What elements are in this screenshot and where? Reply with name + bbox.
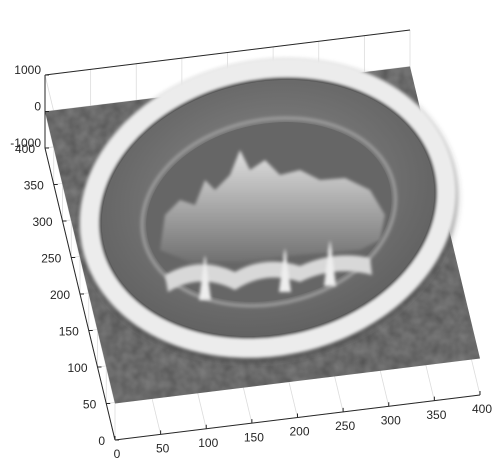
bridge <box>165 255 372 292</box>
y-tick-label: 400 <box>15 142 35 156</box>
x-tick-label: 150 <box>244 430 264 444</box>
x-tick-label: 200 <box>289 425 309 439</box>
coin-rim <box>79 57 457 359</box>
z-tick-label: 0 <box>34 100 41 114</box>
z-tick-label: -1000 <box>10 136 41 150</box>
pillar <box>324 240 336 286</box>
y-tick-label: 50 <box>83 398 97 412</box>
z-tick-label: 1000 <box>14 63 41 77</box>
building <box>160 150 385 262</box>
x-tick-label: 350 <box>426 408 446 422</box>
x-tick-label: 100 <box>198 436 218 450</box>
y-tick-label: 300 <box>32 215 52 229</box>
x-tick-label: 300 <box>381 413 401 427</box>
pillar <box>199 255 211 300</box>
y-tick-label: 250 <box>41 252 61 266</box>
axes-front: 0 50 100 150 200 250 300 350 400 0 50 100 150 200 250 3… <box>10 63 492 461</box>
y-tick-label: 200 <box>50 288 70 302</box>
x-tick-label: 250 <box>335 419 355 433</box>
x-tick-label: 0 <box>114 447 121 461</box>
y-tick-label: 350 <box>24 179 44 193</box>
y-tick-label: 100 <box>67 361 87 375</box>
box-edge <box>44 29 411 76</box>
pillar <box>279 248 291 292</box>
cityscape <box>160 150 385 300</box>
y-tick-label: 0 <box>98 434 105 448</box>
surface <box>45 57 480 404</box>
x-tick-label: 50 <box>156 442 170 456</box>
y-tick-label: 150 <box>59 325 79 339</box>
coin-inner-ring <box>140 116 397 308</box>
x-tick-label: 400 <box>472 402 492 416</box>
